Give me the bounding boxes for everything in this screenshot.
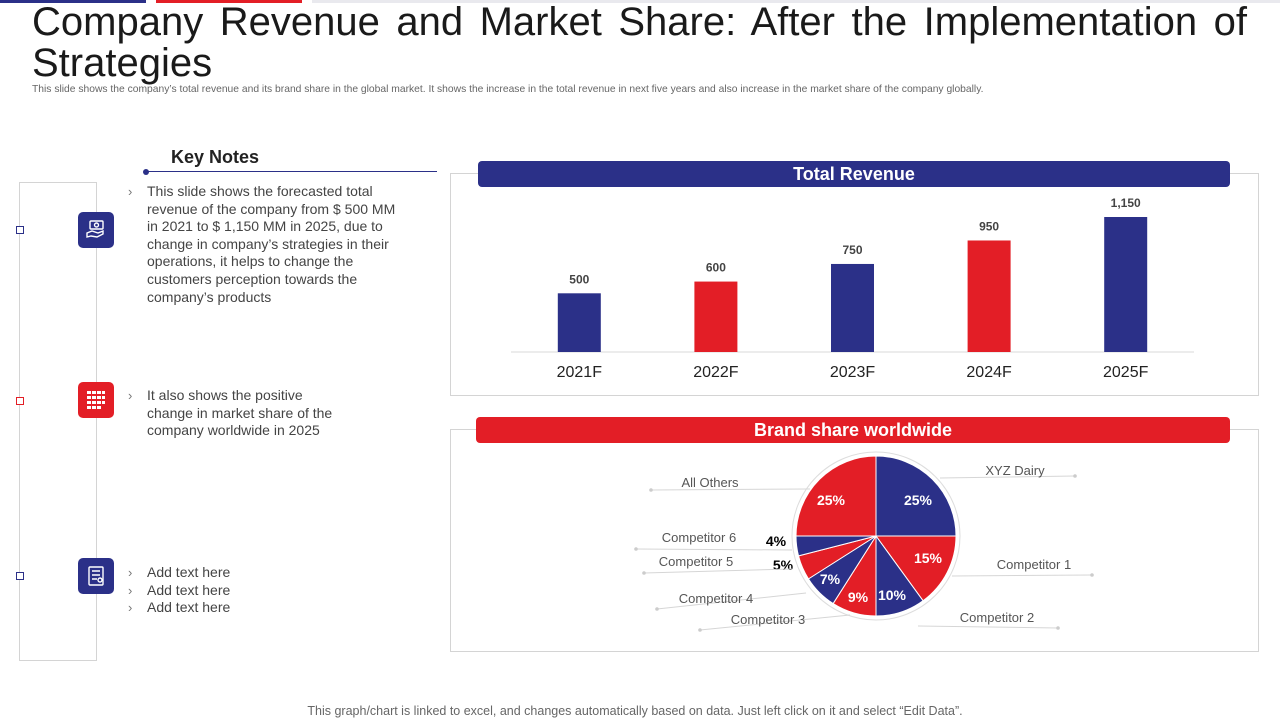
pie-slice	[875, 535, 957, 602]
bar-value-label: 500	[569, 272, 589, 286]
chevron-right-icon: ›	[128, 600, 133, 616]
brand-share-title: Brand share worldwide	[476, 417, 1230, 443]
pie-percent-label: 25%	[817, 492, 846, 508]
chevron-right-icon: ›	[128, 388, 133, 403]
revenue-bar	[1104, 217, 1148, 352]
bar-value-label: 950	[979, 219, 999, 233]
top-accent-gray	[312, 0, 1280, 3]
timeline-node-3	[16, 572, 24, 580]
pie-category-label: All Others	[681, 475, 739, 490]
revenue-bar	[831, 263, 874, 352]
pie-leader-line	[650, 488, 811, 491]
timeline-node-1	[16, 226, 24, 234]
chevron-right-icon: ›	[128, 565, 133, 580]
revenue-bar	[967, 240, 1011, 352]
top-accent-red	[156, 0, 302, 3]
pie-leader-line	[939, 475, 1076, 479]
x-tick-label: 2025F	[1103, 364, 1149, 381]
document-icon	[78, 558, 114, 594]
top-accent-blue	[0, 0, 146, 3]
timeline-frame	[16, 182, 97, 661]
pie-leader-dot	[649, 488, 653, 492]
chevron-right-icon: ›	[128, 582, 133, 598]
key-notes-dot	[143, 169, 149, 175]
pie-leader-dot	[1090, 573, 1094, 577]
key-note-1: › This slide shows the forecasted total …	[128, 183, 398, 306]
pie-category-label: Competitor 6	[662, 530, 736, 545]
key-note-text: Add text here	[147, 599, 231, 616]
pie-leader-line	[951, 574, 1093, 577]
pie-leader-dot	[634, 547, 638, 551]
key-note-text: It also shows the positive change in mar…	[147, 387, 333, 439]
pie-leader-line	[699, 614, 851, 631]
bar-value-label: 600	[706, 261, 726, 275]
key-notes-heading: Key Notes	[171, 147, 260, 167]
key-note-2: › It also shows the positive change in m…	[128, 387, 348, 440]
key-note-text: Add text here	[147, 564, 231, 580]
key-note-text: This slide shows the forecasted total re…	[147, 183, 396, 305]
pie-percent-label: 15%	[914, 550, 943, 566]
bar-value-label: 1,150	[1111, 196, 1141, 210]
x-tick-label: 2023F	[830, 364, 876, 381]
key-note-text: Add text here	[147, 581, 231, 598]
money-hand-icon	[78, 212, 114, 248]
chevron-right-icon: ›	[128, 184, 133, 199]
pie-percent-label: 25%	[904, 492, 933, 508]
pie-category-label: Competitor 5	[659, 554, 733, 569]
pie-leader-dot	[1073, 474, 1077, 478]
pie-slice	[875, 455, 957, 537]
pie-leader-line	[656, 592, 807, 610]
pie-percent-label: 5%	[773, 557, 794, 573]
revenue-chart-title: Total Revenue	[478, 161, 1230, 187]
x-tick-label: 2024F	[966, 364, 1012, 381]
brand-share-pie-chart: 25% XYZ Dairy 15% Competitor 1 10% Competitor…	[634, 451, 1094, 632]
revenue-bar	[557, 293, 601, 352]
revenue-bar	[694, 281, 738, 352]
key-notes-underline	[147, 171, 437, 172]
pie-slice	[795, 455, 877, 537]
pie-leader-line	[643, 568, 793, 574]
slide-footer: This graph/chart is linked to excel, and…	[307, 704, 963, 718]
pie-percent-label: 7%	[820, 571, 841, 587]
pie-leader-line	[635, 548, 793, 551]
pie-percent-label: 9%	[848, 589, 869, 605]
slide-subtitle: This slide shows the company’s total rev…	[32, 84, 984, 95]
revenue-bar-chart: 500 2021F 600 2022F 750 2023F 950 2024F 1,150 202…	[511, 196, 1194, 381]
bar-value-label: 750	[842, 243, 862, 257]
pie-category-label: XYZ Dairy	[985, 463, 1045, 478]
pie-leader-dot	[655, 607, 659, 611]
pie-leader-dot	[698, 628, 702, 632]
timeline-node-2	[16, 397, 24, 405]
pie-percent-label: 4%	[766, 533, 787, 549]
x-tick-label: 2021F	[557, 364, 603, 381]
building-grid-icon	[78, 382, 114, 418]
pie-category-label: Competitor 3	[731, 612, 805, 627]
pie-leader-line	[917, 625, 1059, 629]
pie-category-label: Competitor 2	[960, 610, 1034, 625]
pie-leader-dot	[1056, 626, 1060, 630]
pie-leader-dot	[642, 571, 646, 575]
pie-percent-label: 10%	[878, 587, 907, 603]
pie-category-label: Competitor 4	[679, 591, 753, 606]
key-note-3: › Add text here › Add text here › Add te…	[128, 564, 408, 617]
slide-title: Company Revenue and Market Share: After …	[32, 0, 1247, 85]
x-tick-label: 2022F	[693, 364, 739, 381]
pie-category-label: Competitor 1	[997, 557, 1071, 572]
